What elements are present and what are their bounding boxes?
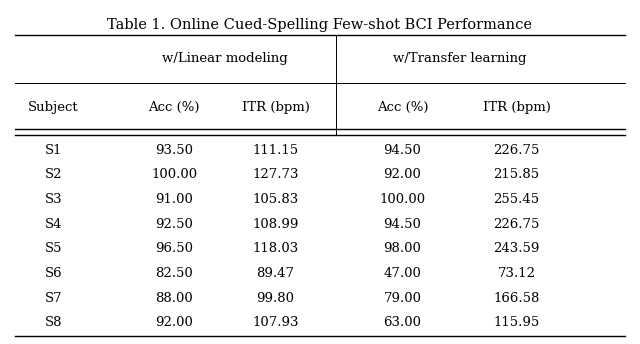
Text: ITR (bpm): ITR (bpm) [483,101,550,114]
Text: 94.50: 94.50 [383,218,421,230]
Text: S6: S6 [45,267,62,280]
Text: 47.00: 47.00 [383,267,421,280]
Text: 89.47: 89.47 [257,267,294,280]
Text: 115.95: 115.95 [493,316,540,330]
Text: 107.93: 107.93 [252,316,299,330]
Text: 93.50: 93.50 [155,143,193,157]
Text: 166.58: 166.58 [493,292,540,305]
Text: S4: S4 [45,218,62,230]
Text: 94.50: 94.50 [383,143,421,157]
Text: S3: S3 [45,193,62,206]
Text: 82.50: 82.50 [156,267,193,280]
Text: 92.00: 92.00 [383,168,421,181]
Text: S1: S1 [45,143,62,157]
Text: 243.59: 243.59 [493,242,540,255]
Text: 99.80: 99.80 [257,292,294,305]
Text: 98.00: 98.00 [383,242,421,255]
Text: Acc (%): Acc (%) [148,101,200,114]
Text: 92.50: 92.50 [155,218,193,230]
Text: S7: S7 [45,292,62,305]
Text: 111.15: 111.15 [253,143,299,157]
Text: ITR (bpm): ITR (bpm) [242,101,310,114]
Text: 96.50: 96.50 [155,242,193,255]
Text: 108.99: 108.99 [252,218,299,230]
Text: 215.85: 215.85 [493,168,540,181]
Text: 226.75: 226.75 [493,143,540,157]
Text: 100.00: 100.00 [380,193,426,206]
Text: S2: S2 [45,168,62,181]
Text: 226.75: 226.75 [493,218,540,230]
Text: Table 1. Online Cued-Spelling Few-shot BCI Performance: Table 1. Online Cued-Spelling Few-shot B… [108,18,532,32]
Text: w/Linear modeling: w/Linear modeling [162,52,288,65]
Text: 105.83: 105.83 [252,193,299,206]
Text: 88.00: 88.00 [156,292,193,305]
Text: 79.00: 79.00 [383,292,422,305]
Text: 73.12: 73.12 [498,267,536,280]
Text: 91.00: 91.00 [155,193,193,206]
Text: w/Transfer learning: w/Transfer learning [393,52,526,65]
Text: 255.45: 255.45 [493,193,540,206]
Text: 63.00: 63.00 [383,316,422,330]
Text: 92.00: 92.00 [155,316,193,330]
Text: S5: S5 [45,242,62,255]
Text: Acc (%): Acc (%) [377,101,428,114]
Text: Subject: Subject [28,101,79,114]
Text: 127.73: 127.73 [252,168,299,181]
Text: 118.03: 118.03 [252,242,299,255]
Text: 100.00: 100.00 [151,168,197,181]
Text: S8: S8 [45,316,62,330]
